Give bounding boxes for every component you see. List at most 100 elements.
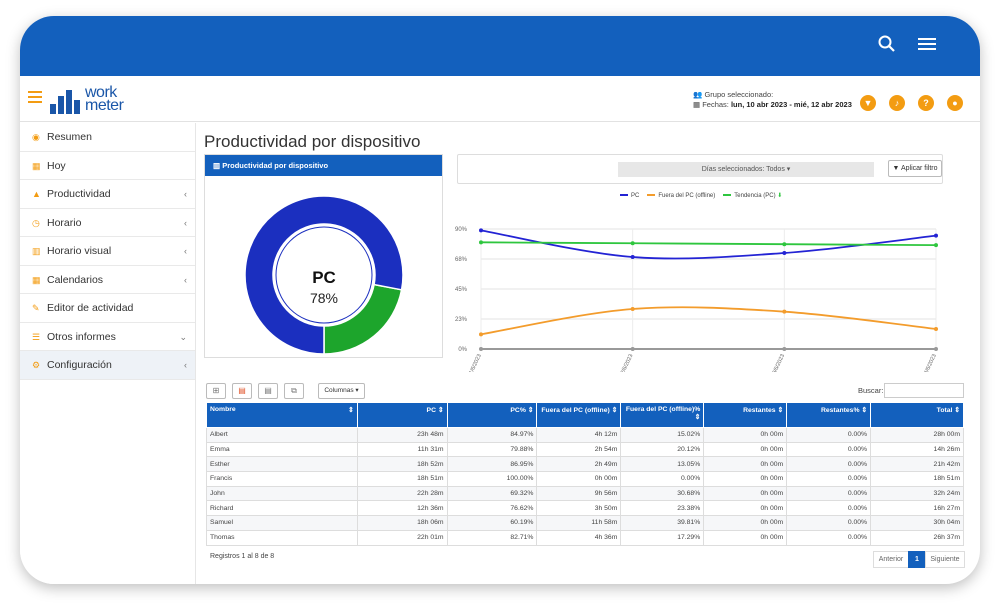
page-title: Productividad por dispositivo xyxy=(204,132,421,151)
sidebar-item-horario-visual[interactable]: ▥ Horario visual ‹ xyxy=(20,237,195,266)
table-row[interactable]: Esther 18h 52m 86.95% 2h 49m 13.05% 0h 00m 0.0… xyxy=(206,456,964,473)
series-point-0[interactable] xyxy=(782,251,787,255)
sidebar-item-hoy[interactable]: ▦ Hoy xyxy=(20,152,195,180)
table-cell: 0h 00m xyxy=(703,515,788,531)
series-point-0[interactable] xyxy=(934,233,938,238)
table-row[interactable]: Emma 11h 31m 79.88% 2h 54m 20.12% 0h 00m 0.00%… xyxy=(206,441,964,458)
legend-item[interactable]: Tendencia (PC) ⬇ xyxy=(723,192,782,199)
series-point-1[interactable] xyxy=(630,307,635,311)
table-cell: 2h 54m xyxy=(536,441,622,458)
user-icon[interactable]: ● xyxy=(947,95,963,111)
days-select[interactable]: Días seleccionados: Todos ▾ xyxy=(618,162,874,177)
table-cell: 21h 42m xyxy=(870,456,964,473)
sidebar-item-otros-informes[interactable]: ☰ Otros informes ⌄ xyxy=(20,323,195,351)
funnel-icon: ▼ xyxy=(892,165,900,172)
table-row[interactable]: Richard 12h 36m 76.62% 3h 50m 23.38% 0h 00m 0.… xyxy=(206,500,964,517)
table-cell: 11h 58m xyxy=(536,515,622,531)
sidebar-item-label: Hoy xyxy=(47,159,66,172)
bar-chart-icon: ▥ xyxy=(32,246,41,256)
sidebar-item-configuraci-n[interactable]: ⚙ Configuración ‹ xyxy=(20,351,195,380)
sort-icon[interactable]: ⇕ xyxy=(348,407,354,414)
column-header[interactable]: Restantes ⇕ xyxy=(703,402,788,428)
table-cell: 18h 52m xyxy=(356,456,448,473)
excel-export-icon[interactable]: ⊞ xyxy=(206,383,226,399)
column-header[interactable]: PC% ⇕ xyxy=(446,402,538,428)
sort-icon[interactable]: ⇕ xyxy=(525,407,534,414)
sort-icon[interactable]: ⇕ xyxy=(775,407,784,414)
filter-icon[interactable]: ▼ xyxy=(860,95,876,111)
column-header[interactable]: PC ⇕ xyxy=(356,402,448,428)
sidebar-item-editor-de-actividad[interactable]: ✎ Editor de actividad xyxy=(20,294,195,323)
table-cell: 0h 00m xyxy=(703,456,788,473)
x-tick-label: 1/6/2023 xyxy=(468,353,482,372)
column-header-label: Nombre xyxy=(210,406,236,413)
sort-icon[interactable]: ⇕ xyxy=(694,414,701,421)
sidebar-item-calendarios[interactable]: ▦ Calendarios ‹ xyxy=(20,266,195,294)
column-header[interactable]: Fuera del PC (offline) ⇕ xyxy=(536,402,622,428)
table-cell: 22h 28m xyxy=(356,485,448,502)
series-point-1[interactable] xyxy=(479,332,483,337)
sort-icon[interactable]: ⇕ xyxy=(436,407,444,414)
table-cell: 0.00% xyxy=(786,441,872,458)
y-tick-label: 45% xyxy=(455,287,468,293)
app-header: work meter 👥 Grupo seleccionado: ▦ Fechas… xyxy=(20,76,980,122)
table-row[interactable]: Francis 18h 51m 100.00% 0h 00m 0.00% 0h 00m 0.… xyxy=(206,471,964,487)
column-header[interactable]: Nombre ⇕ xyxy=(206,402,358,428)
calendar-icon: ▦ xyxy=(32,160,41,171)
hamburger-icon[interactable] xyxy=(28,91,42,103)
search-input[interactable] xyxy=(884,383,964,398)
clock-icon: ◷ xyxy=(32,217,40,228)
search-icon[interactable] xyxy=(874,34,900,60)
apply-filter-button[interactable]: ▼ Aplicar filtro xyxy=(888,160,942,177)
column-header-label: PC% xyxy=(510,407,526,414)
donut-inner-ring xyxy=(275,226,373,324)
table-cell: 79.88% xyxy=(446,441,538,458)
column-header-label: PC xyxy=(426,407,436,414)
data-table: Nombre ⇕ PC ⇕ PC% ⇕ Fuera del PC (offline) … xyxy=(206,402,964,546)
pdf-export-icon[interactable]: ▤ xyxy=(232,383,252,399)
series-point-0[interactable] xyxy=(630,255,635,259)
table-cell: 22h 01m xyxy=(356,529,448,546)
menu-icon[interactable] xyxy=(914,34,940,60)
dashboard-icon: ◉ xyxy=(32,132,40,142)
columns-button[interactable]: Columnas ▾ xyxy=(318,383,365,399)
line-chart: 0% 23% 45% 68% 90% 1/6/2023 2/6/2023 3/6/2023 4/… xyxy=(455,227,938,372)
table-row[interactable]: Albert 23h 48m 84.97% 4h 12m 15.02% 0h 00m 0.0… xyxy=(206,427,964,443)
column-header[interactable]: Fuera del PC (offline)% ⇕ xyxy=(620,402,705,428)
donut-slice-pc[interactable] xyxy=(244,195,404,355)
csv-export-icon[interactable]: ▤ xyxy=(258,383,278,399)
series-point-0[interactable] xyxy=(479,228,483,233)
table-row[interactable]: John 22h 28m 69.32% 9h 56m 30.68% 0h 00m 0.00%… xyxy=(206,485,964,502)
series-point-2[interactable] xyxy=(479,240,483,245)
series-point-2[interactable] xyxy=(782,242,787,247)
table-row[interactable]: Samuel 18h 06m 60.19% 11h 58m 39.81% 0h 00m 0.… xyxy=(206,515,964,531)
prev-page-button[interactable]: Anterior xyxy=(873,551,909,568)
column-header[interactable]: Total ⇕ xyxy=(870,402,964,428)
series-point-2[interactable] xyxy=(934,243,938,248)
legend-item[interactable]: PC xyxy=(620,193,639,199)
help-icon[interactable]: ? xyxy=(918,95,934,111)
column-header[interactable]: Restantes% ⇕ xyxy=(786,402,872,428)
sort-icon[interactable]: ⇕ xyxy=(952,407,960,414)
table-row[interactable]: Thomas 22h 01m 82.71% 4h 36m 17.29% 0h 00m 0.0… xyxy=(206,529,964,546)
series-point-2[interactable] xyxy=(630,241,635,246)
table-cell: 0h 00m xyxy=(703,471,788,487)
copy-icon[interactable]: ⧉ xyxy=(284,383,304,399)
sidebar-item-productividad[interactable]: ▲ Productividad ‹ xyxy=(20,180,195,209)
baseline-point xyxy=(630,347,635,351)
sidebar-item-horario[interactable]: ◷ Horario ‹ xyxy=(20,209,195,237)
sidebar-item-resumen[interactable]: ◉ Resumen xyxy=(20,123,195,152)
series-point-1[interactable] xyxy=(782,309,787,314)
table-cell: Emma xyxy=(206,441,358,458)
table-cell: 30.68% xyxy=(620,485,705,502)
next-page-button[interactable]: Siguiente xyxy=(925,551,965,568)
legend-label: Tendencia (PC) xyxy=(734,193,776,199)
series-point-1[interactable] xyxy=(934,327,938,331)
trend-down-icon: ⬇ xyxy=(775,193,783,199)
legend-item[interactable]: Fuera del PC (offline) xyxy=(647,193,715,199)
sort-icon[interactable]: ⇕ xyxy=(609,407,618,414)
sort-icon[interactable]: ⇕ xyxy=(859,407,868,414)
bell-icon[interactable]: ♪ xyxy=(889,95,905,111)
page-1-button[interactable]: 1 xyxy=(908,551,926,568)
gear-icon: ⚙ xyxy=(32,360,41,370)
